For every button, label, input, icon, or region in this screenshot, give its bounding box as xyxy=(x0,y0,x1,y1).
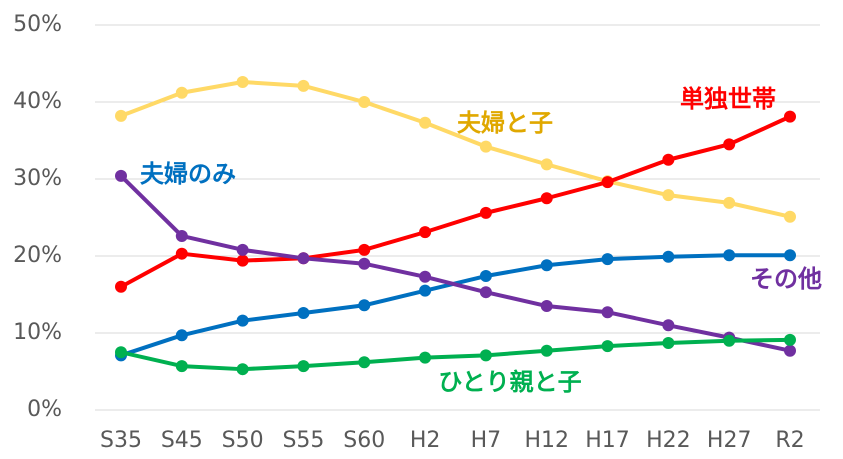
series-line xyxy=(120,79,791,219)
data-point xyxy=(419,351,432,364)
data-point xyxy=(662,189,675,202)
data-point xyxy=(236,75,249,88)
y-tick-label: 40% xyxy=(13,89,62,114)
data-point xyxy=(419,270,432,283)
data-point xyxy=(662,153,675,166)
data-point xyxy=(723,138,736,151)
data-point xyxy=(479,206,492,219)
data-point xyxy=(175,247,188,260)
data-point xyxy=(297,360,310,373)
y-tick-label: 30% xyxy=(13,166,62,191)
data-point xyxy=(479,270,492,283)
series-line xyxy=(120,337,791,372)
data-point xyxy=(662,319,675,332)
data-point xyxy=(236,254,249,267)
data-point xyxy=(601,306,614,319)
data-point xyxy=(115,169,127,182)
data-point xyxy=(723,196,736,209)
data-point xyxy=(115,346,127,359)
x-tick-label: H12 xyxy=(524,428,569,453)
series-label: 夫婦と子 xyxy=(457,109,553,137)
data-point xyxy=(236,363,249,376)
data-point xyxy=(479,349,492,362)
x-tick-label: S50 xyxy=(222,428,264,453)
x-tick-label: S35 xyxy=(100,428,142,453)
data-point xyxy=(540,259,553,272)
x-tick-label: H17 xyxy=(585,428,630,453)
x-tick-label: S45 xyxy=(161,428,203,453)
data-point xyxy=(115,109,127,122)
data-point xyxy=(662,250,675,263)
data-point xyxy=(175,229,188,242)
series-label: 夫婦のみ xyxy=(140,160,236,188)
data-point xyxy=(358,243,371,256)
data-point xyxy=(784,344,796,357)
data-point xyxy=(723,249,736,262)
y-tick-label: 10% xyxy=(13,320,62,345)
data-point xyxy=(784,110,796,123)
data-point xyxy=(723,334,736,347)
series-label: 単独世帯 xyxy=(680,85,776,113)
series-label: ひとり親と子 xyxy=(438,368,581,396)
data-point xyxy=(601,176,614,189)
data-point xyxy=(662,337,675,350)
data-point xyxy=(540,158,553,171)
data-point xyxy=(297,252,310,265)
data-point xyxy=(175,329,188,342)
data-point xyxy=(175,86,188,99)
data-point xyxy=(358,299,371,312)
data-point xyxy=(358,96,371,108)
x-tick-label: H27 xyxy=(707,428,752,453)
data-point xyxy=(479,140,492,153)
data-point xyxy=(175,360,188,373)
x-tick-label: R2 xyxy=(775,428,804,453)
data-point xyxy=(236,314,249,327)
data-point xyxy=(540,344,553,357)
x-tick-label: S60 xyxy=(343,428,385,453)
series-label: その他 xyxy=(750,265,822,293)
data-point xyxy=(419,116,432,129)
data-point xyxy=(297,306,310,319)
data-point xyxy=(236,243,249,256)
y-tick-label: 20% xyxy=(13,243,62,268)
data-point xyxy=(784,249,796,262)
data-point xyxy=(297,79,310,92)
data-point xyxy=(784,333,796,346)
data-point xyxy=(358,356,371,369)
x-tick-label: H7 xyxy=(471,428,502,453)
data-point xyxy=(784,210,796,223)
x-tick-label: H22 xyxy=(646,428,691,453)
data-point xyxy=(115,280,127,293)
data-point xyxy=(601,253,614,266)
data-point xyxy=(419,226,432,239)
series-line xyxy=(120,114,791,289)
data-point xyxy=(601,340,614,353)
x-tick-label: H2 xyxy=(410,428,441,453)
y-tick-label: 0% xyxy=(27,397,62,422)
data-point xyxy=(419,284,432,297)
y-tick-label: 50% xyxy=(13,12,62,37)
data-point xyxy=(358,257,371,270)
data-point xyxy=(540,192,553,205)
series-line xyxy=(119,174,791,353)
data-point xyxy=(479,286,492,299)
data-point xyxy=(540,300,553,313)
x-tick-label: S55 xyxy=(282,428,324,453)
